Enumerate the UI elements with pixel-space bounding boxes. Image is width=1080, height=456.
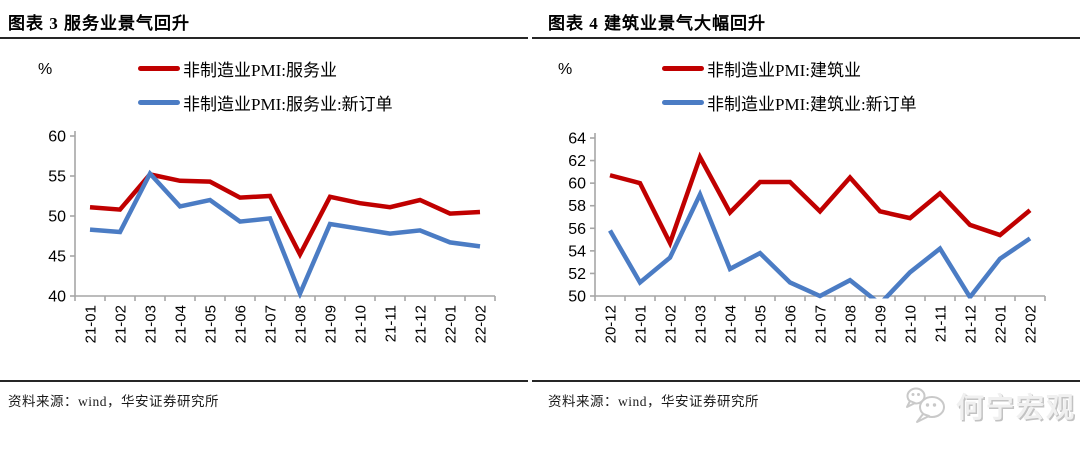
svg-text:50: 50 — [568, 289, 586, 306]
legend-item: 非制造业PMI:建筑业 — [662, 56, 917, 80]
svg-text:45: 45 — [48, 249, 66, 266]
svg-text:21-11: 21-11 — [383, 305, 400, 342]
svg-text:22-02: 22-02 — [473, 305, 490, 343]
line-chart-construction-pmi: 50 52 54 56 58 60 62 64 20-12 21-01 21-02 21-03 21-0… — [568, 131, 1046, 343]
svg-text:21-03: 21-03 — [143, 305, 160, 343]
svg-text:22-01: 22-01 — [993, 305, 1010, 343]
svg-text:56: 56 — [568, 221, 586, 238]
svg-text:21-03: 21-03 — [693, 305, 710, 343]
chart-legend: 非制造业PMI:建筑业 非制造业PMI:建筑业:新订单 — [662, 56, 917, 124]
svg-text:21-04: 21-04 — [723, 305, 740, 343]
svg-text:21-06: 21-06 — [783, 305, 800, 343]
series-line-swatch — [138, 99, 180, 105]
svg-text:21-01: 21-01 — [83, 305, 100, 343]
svg-text:21-05: 21-05 — [203, 305, 220, 343]
svg-text:21-02: 21-02 — [113, 305, 130, 343]
svg-text:55: 55 — [48, 169, 66, 186]
footer-divider — [0, 380, 528, 382]
svg-text:50: 50 — [48, 209, 66, 226]
legend-label: 非制造业PMI:服务业 — [183, 60, 337, 80]
svg-text:21-10: 21-10 — [353, 305, 370, 343]
svg-text:21-08: 21-08 — [843, 305, 860, 343]
figure-4-construction-section: 图表 4 建筑业景气大幅回升 % 非制造业PMI:建筑业 非制造业PMI:建筑业… — [532, 0, 1080, 456]
svg-text:21-10: 21-10 — [903, 305, 920, 343]
svg-text:20-12: 20-12 — [603, 305, 620, 343]
svg-text:21-12: 21-12 — [413, 305, 430, 343]
svg-text:60: 60 — [568, 176, 586, 193]
svg-text:21-01: 21-01 — [633, 305, 650, 343]
svg-text:60: 60 — [48, 129, 66, 146]
chart-title: 图表 3 服务业景气回升 — [8, 14, 190, 33]
svg-text:64: 64 — [568, 131, 586, 148]
svg-text:21-12: 21-12 — [963, 305, 980, 343]
title-divider — [532, 37, 1080, 39]
chart-title: 图表 4 建筑业景气大幅回升 — [548, 14, 766, 33]
source-note: 资料来源：wind，华安证券研究所 — [548, 394, 759, 409]
svg-text:21-11: 21-11 — [933, 305, 950, 342]
figure-3-services-section: 图表 3 服务业景气回升 % 非制造业PMI:服务业 非制造业PMI:服务业:新… — [0, 14, 528, 409]
series-line-swatch — [662, 99, 704, 105]
svg-text:21-07: 21-07 — [813, 305, 830, 343]
svg-text:40: 40 — [48, 289, 66, 306]
svg-text:21-07: 21-07 — [263, 305, 280, 343]
chart-legend: 非制造业PMI:服务业 非制造业PMI:服务业:新订单 — [138, 56, 393, 124]
wechat-icon — [905, 387, 945, 423]
svg-text:21-02: 21-02 — [663, 305, 680, 343]
legend-label: 非制造业PMI:建筑业:新订单 — [707, 94, 917, 114]
legend-item: 非制造业PMI:服务业:新订单 — [138, 90, 393, 114]
watermark-text: 何宁宏观 — [955, 393, 1076, 424]
svg-text:22-01: 22-01 — [443, 305, 460, 343]
series-line-swatch — [662, 65, 704, 71]
legend-label: 非制造业PMI:建筑业 — [707, 60, 861, 80]
source-note: 资料来源：wind，华安证券研究所 — [8, 394, 219, 409]
footer-divider — [532, 380, 1080, 382]
svg-text:22-02: 22-02 — [1023, 305, 1040, 343]
svg-text:21-05: 21-05 — [753, 305, 770, 343]
watermark: 何宁宏观 — [905, 384, 1076, 428]
svg-text:21-04: 21-04 — [173, 305, 190, 343]
y-axis-unit-label: % — [558, 61, 573, 78]
svg-text:62: 62 — [568, 153, 586, 170]
y-axis-unit-label: % — [38, 61, 53, 78]
svg-text:21-09: 21-09 — [873, 305, 890, 343]
svg-text:21-06: 21-06 — [233, 305, 250, 343]
series-line-swatch — [138, 65, 180, 71]
svg-text:21-08: 21-08 — [293, 305, 310, 343]
svg-text:52: 52 — [568, 266, 586, 283]
legend-item: 非制造业PMI:服务业 — [138, 56, 393, 80]
svg-text:21-09: 21-09 — [323, 305, 340, 343]
title-divider — [0, 37, 528, 39]
svg-text:54: 54 — [568, 243, 586, 260]
legend-item: 非制造业PMI:建筑业:新订单 — [662, 90, 917, 114]
legend-label: 非制造业PMI:服务业:新订单 — [183, 94, 393, 114]
svg-text:58: 58 — [568, 198, 586, 215]
line-chart-services-pmi: 40 45 50 55 60 21-01 21-02 21-03 21-04 21-05 21-06… — [48, 129, 496, 343]
